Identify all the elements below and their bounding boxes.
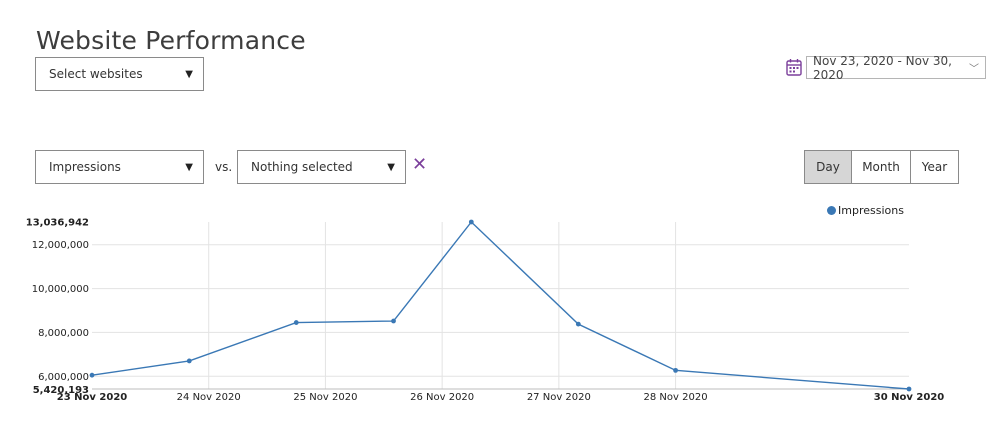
vs-label: vs. xyxy=(215,160,233,174)
caret-down-icon: ▼ xyxy=(185,69,193,80)
x-tick-label: 25 Nov 2020 xyxy=(293,392,357,403)
period-toggle-group: Day Month Year xyxy=(804,150,959,184)
period-day-button[interactable]: Day xyxy=(804,150,852,184)
chart-legend-item[interactable]: Impressions xyxy=(827,204,904,217)
select-websites-label: Select websites xyxy=(49,67,143,81)
data-point xyxy=(293,320,299,325)
legend-label: Impressions xyxy=(838,204,904,217)
x-tick-label: 28 Nov 2020 xyxy=(644,392,708,403)
page-title: Website Performance xyxy=(36,25,306,55)
period-month-button[interactable]: Month xyxy=(851,150,911,184)
data-point xyxy=(89,372,95,378)
caret-down-icon: ▼ xyxy=(387,162,395,173)
x-tick-label: 26 Nov 2020 xyxy=(410,392,474,403)
x-tick-label: 23 Nov 2020 xyxy=(57,392,128,403)
y-tick-label: 5,420,193 xyxy=(33,385,89,396)
close-icon[interactable]: ✕ xyxy=(412,154,428,175)
compare-metric-label: Nothing selected xyxy=(251,160,353,174)
date-range-picker[interactable]: Nov 23, 2020 - Nov 30, 2020 ﹀ xyxy=(806,53,986,82)
compare-metric-dropdown[interactable]: Nothing selected ▼ xyxy=(237,150,406,184)
data-point xyxy=(906,386,912,392)
data-point xyxy=(575,321,581,327)
impressions-series-line xyxy=(91,220,910,390)
period-year-button[interactable]: Year xyxy=(910,150,959,184)
x-tick-label: 27 Nov 2020 xyxy=(527,392,591,403)
y-tick-label: 13,036,942 xyxy=(26,218,89,229)
x-tick-label: 30 Nov 2020 xyxy=(874,392,945,403)
date-range-label: Nov 23, 2020 - Nov 30, 2020 xyxy=(813,53,952,82)
chevron-down-icon: ﹀ xyxy=(969,64,979,75)
data-point xyxy=(468,219,474,225)
x-tick-label: 24 Nov 2020 xyxy=(177,392,241,403)
caret-down-icon: ▼ xyxy=(185,162,193,173)
legend-marker xyxy=(827,206,836,215)
y-tick-label: 8,000,000 xyxy=(38,328,89,339)
data-point xyxy=(391,318,396,324)
calendar-icon[interactable] xyxy=(786,58,802,76)
data-point xyxy=(673,367,678,373)
y-tick-label: 10,000,000 xyxy=(32,284,89,295)
metric-dropdown[interactable]: Impressions ▼ xyxy=(35,150,204,184)
y-tick-label: 6,000,000 xyxy=(38,372,89,383)
data-point xyxy=(186,358,192,364)
select-websites-dropdown[interactable]: Select websites ▼ xyxy=(35,57,204,91)
y-tick-label: 12,000,000 xyxy=(32,240,89,251)
metric-label: Impressions xyxy=(49,160,121,174)
